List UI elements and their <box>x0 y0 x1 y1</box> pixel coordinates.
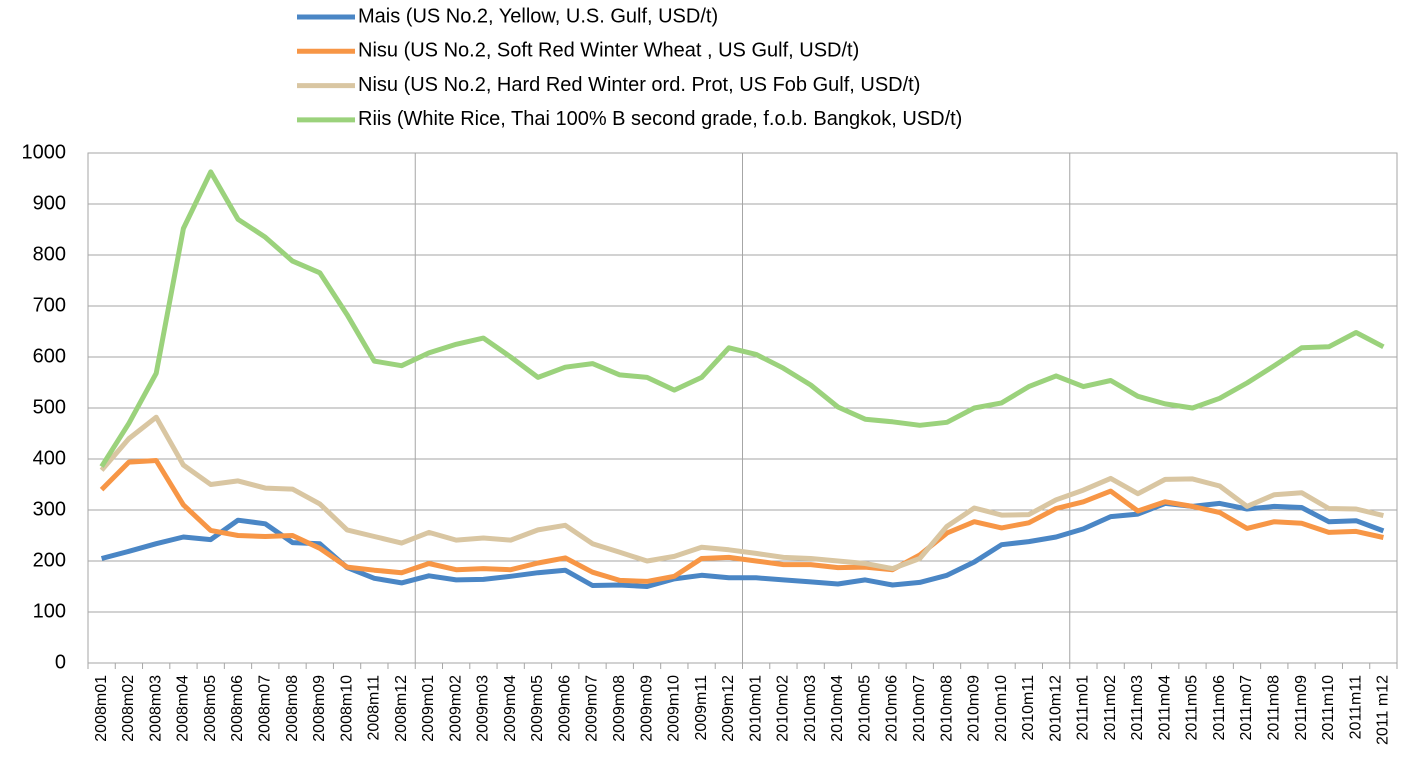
x-tick-label: 2009m01 <box>420 675 437 742</box>
legend-label: Nisu (US No.2, Hard Red Winter ord. Prot… <box>358 74 920 96</box>
x-tick-label: 2008m12 <box>393 675 410 742</box>
x-tick-label: 2011m09 <box>1293 675 1310 741</box>
x-tick-label: 2008m11 <box>366 675 383 741</box>
x-tick-label: 2009m09 <box>638 675 655 742</box>
y-tick-label: 300 <box>33 498 66 520</box>
y-tick-label: 0 <box>55 651 66 673</box>
series-line <box>99 169 1385 468</box>
y-tick-label: 700 <box>33 294 66 316</box>
x-tick-label: 2009m05 <box>529 675 546 742</box>
x-tick-label: 2008m03 <box>147 675 164 742</box>
x-tick-label: 2010m12 <box>1047 675 1064 742</box>
x-tick-label: 2010m01 <box>747 675 764 742</box>
x-tick-label: 2011m08 <box>1266 675 1283 741</box>
x-tick-label: 2011m05 <box>1184 675 1201 741</box>
x-tick-label: 2009m12 <box>720 675 737 742</box>
x-tick-label: 2011m10 <box>1320 675 1337 741</box>
x-tick-label: 2011m11 <box>1347 675 1364 739</box>
legend-label: Riis (White Rice, Thai 100% B second gra… <box>358 108 962 130</box>
y-tick-label: 900 <box>33 192 66 214</box>
x-tick-label: 2008m05 <box>202 675 219 742</box>
x-tick-label: 2010m03 <box>802 675 819 742</box>
x-tick-label: 2011m02 <box>1102 675 1119 741</box>
x-tick-label: 2011m01 <box>1075 675 1092 741</box>
x-tick-label: 2011m03 <box>1129 675 1146 741</box>
x-tick-label: 2009m11 <box>693 675 710 741</box>
y-tick-label: 1000 <box>22 141 67 163</box>
y-tick-label: 400 <box>33 447 66 469</box>
x-tick-label: 2009m04 <box>502 675 519 742</box>
x-tick-label: 2009m02 <box>447 675 464 742</box>
x-tick-label: 2010m06 <box>884 675 901 742</box>
x-tick-label: 2011 m12 <box>1375 675 1392 745</box>
x-tick-label: 2008m08 <box>284 675 301 742</box>
x-tick-label: 2008m04 <box>175 675 192 742</box>
legend-label: Nisu (US No.2, Soft Red Winter Wheat , U… <box>358 40 859 62</box>
y-tick-label: 500 <box>33 396 66 418</box>
series-line <box>99 458 1384 584</box>
x-tick-label: 2008m06 <box>229 675 246 742</box>
x-tick-label: 2010m11 <box>1020 675 1037 741</box>
x-tick-label: 2010m05 <box>856 675 873 742</box>
x-tick-label: 2008m02 <box>120 675 137 742</box>
legend-label: Mais (US No.2, Yellow, U.S. Gulf, USD/t) <box>358 5 718 27</box>
x-tick-label: 2008m07 <box>256 675 273 742</box>
x-tick-label: 2008m10 <box>338 675 355 742</box>
y-tick-label: 600 <box>33 345 66 367</box>
x-tick-label: 2009m08 <box>611 675 628 742</box>
x-tick-label: 2008m01 <box>93 675 110 742</box>
series-line <box>99 414 1384 572</box>
x-tick-label: 2010m07 <box>911 675 928 742</box>
x-tick-label: 2010m04 <box>829 675 846 742</box>
y-tick-label: 200 <box>33 549 66 571</box>
x-tick-label: 2010m10 <box>993 675 1010 742</box>
x-tick-label: 2011m07 <box>1238 675 1255 741</box>
x-tick-label: 2011m04 <box>1156 675 1173 741</box>
x-tick-label: 2009m06 <box>556 675 573 742</box>
x-tick-label: 2008m09 <box>311 675 328 742</box>
y-tick-label: 800 <box>33 243 66 265</box>
x-tick-label: 2009m10 <box>666 675 683 742</box>
x-tick-label: 2011m06 <box>1211 675 1228 741</box>
x-tick-label: 2010m09 <box>966 675 983 742</box>
y-tick-label: 100 <box>33 600 66 622</box>
x-tick-label: 2010m08 <box>938 675 955 742</box>
x-tick-label: 2010m02 <box>775 675 792 742</box>
x-tick-label: 2009m07 <box>584 675 601 742</box>
x-tick-label: 2009m03 <box>475 675 492 742</box>
